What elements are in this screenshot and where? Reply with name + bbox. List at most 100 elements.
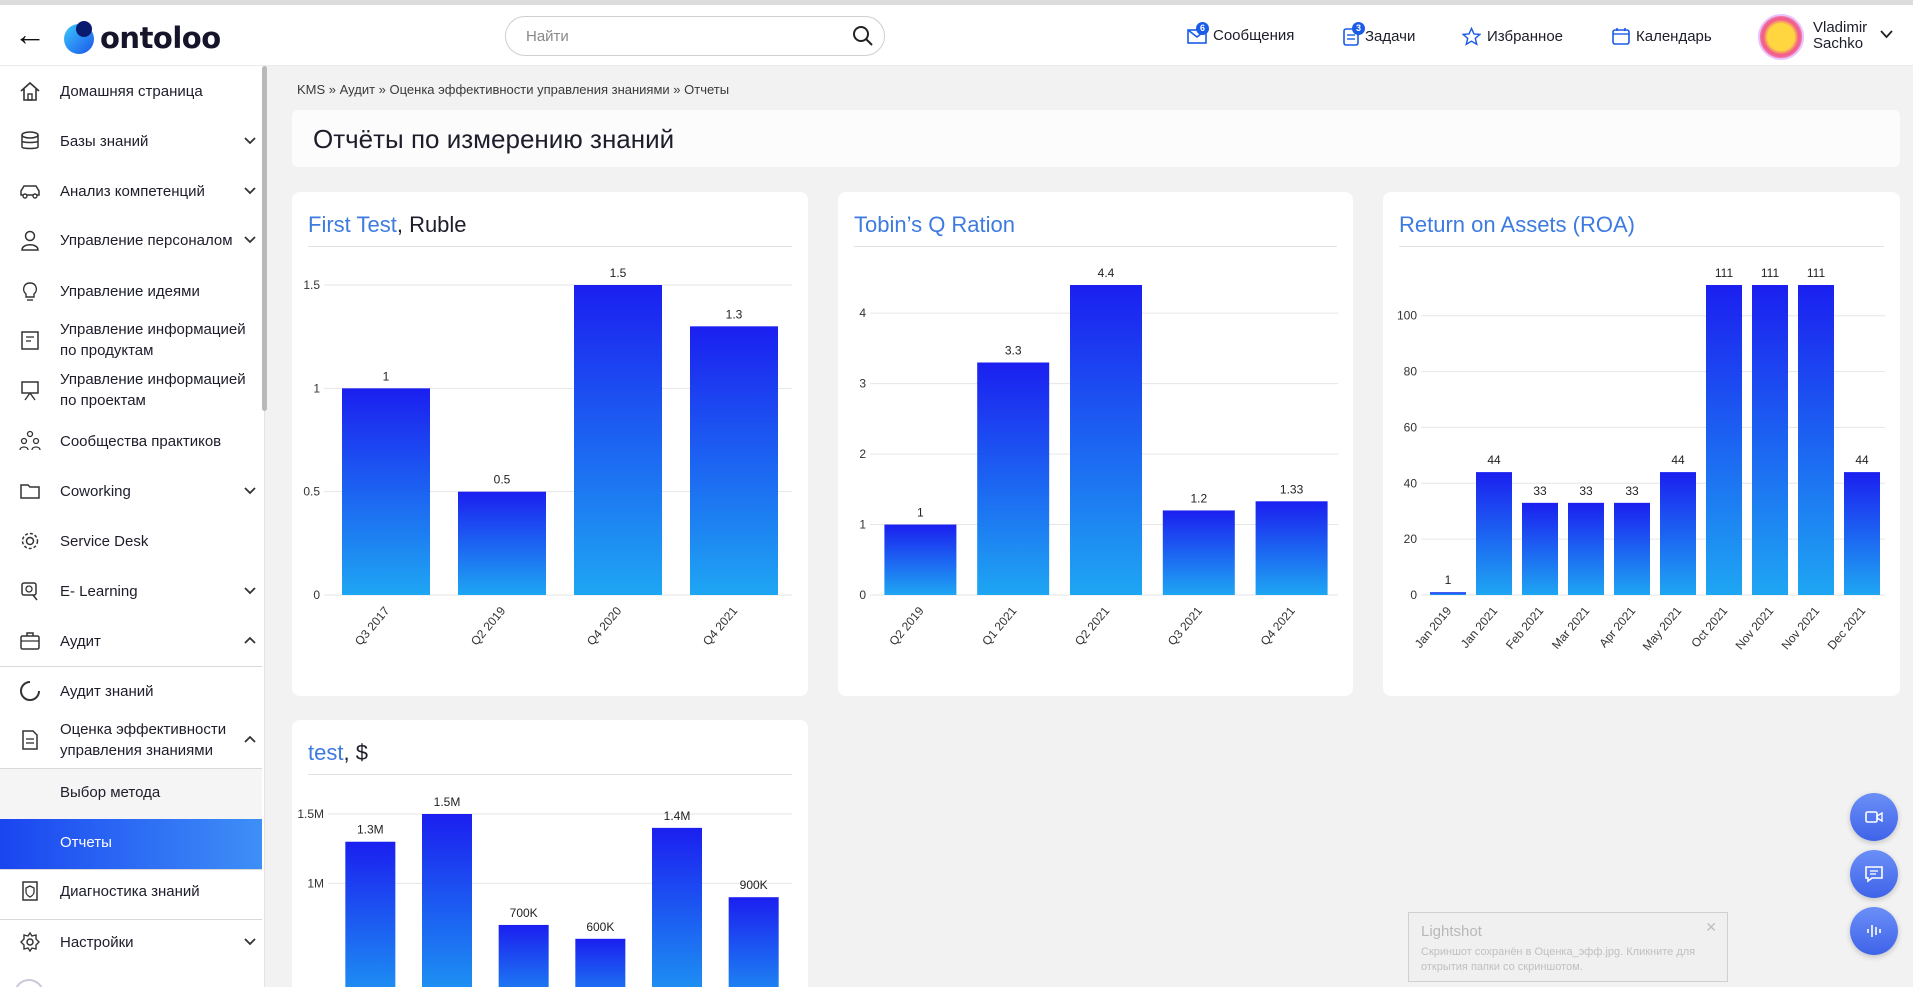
sidebar-item-settings[interactable]: Настройки xyxy=(0,927,262,957)
breadcrumb-item[interactable]: Оценка эффективности управления знаниями xyxy=(389,82,670,97)
bar[interactable] xyxy=(1752,285,1788,595)
voice-button[interactable] xyxy=(1850,907,1898,955)
bar[interactable] xyxy=(1798,285,1834,595)
sidebar-item-knowledge-bases[interactable]: Базы знаний xyxy=(0,126,262,156)
x-tick-label: Q2 2019 xyxy=(886,604,927,649)
bar[interactable] xyxy=(498,924,549,987)
chevron-down-icon[interactable] xyxy=(244,585,256,597)
bar[interactable] xyxy=(728,897,779,987)
bar[interactable] xyxy=(1162,510,1235,595)
search-input[interactable] xyxy=(526,26,836,46)
x-tick-label: Jan 2021 xyxy=(1458,604,1501,651)
bar[interactable] xyxy=(575,938,626,987)
y-tick-label: 0 xyxy=(859,588,866,602)
data-label: 1.3 xyxy=(726,307,743,321)
bar[interactable] xyxy=(1255,501,1328,595)
sidebar-item-competence[interactable]: Анализ компетенций xyxy=(0,176,262,206)
back-arrow-icon[interactable]: ← xyxy=(14,16,46,52)
lightshot-notification[interactable]: Lightshot ✕ Скриншот сохранён в Оценка_э… xyxy=(1408,912,1728,982)
sidebar-item-audit[interactable]: Аудит xyxy=(0,626,262,656)
bar[interactable] xyxy=(1476,472,1512,595)
bar[interactable] xyxy=(1706,285,1742,595)
bar[interactable] xyxy=(1568,502,1604,595)
sidebar-item-communities[interactable]: Сообщества практиков xyxy=(0,426,262,456)
chevron-up-icon[interactable] xyxy=(244,734,256,746)
chevron-up-icon[interactable] xyxy=(244,635,256,647)
sidebar-item-knowledge-audit[interactable]: Аудит знаний xyxy=(0,676,262,706)
sidebar-item-label: Оценка эффективности управления знаниями xyxy=(60,721,227,759)
bar[interactable] xyxy=(977,362,1050,596)
chart-title-link[interactable]: Return on Assets (ROA) xyxy=(1399,212,1635,237)
sidebar-item-km-evaluation[interactable]: Оценка эффективности управления знаниями xyxy=(0,718,262,762)
calendar-link[interactable]: Календарь xyxy=(1612,27,1712,45)
favorites-link[interactable]: Избранное xyxy=(1462,27,1563,46)
x-tick-label: Q3 2017 xyxy=(352,604,393,649)
breadcrumb-item[interactable]: Отчеты xyxy=(684,82,730,97)
sidebar-item-service-desk[interactable]: Service Desk xyxy=(0,526,262,556)
close-icon[interactable]: ✕ xyxy=(1705,919,1717,935)
chart-title-link[interactable]: First Test xyxy=(308,212,397,237)
bar[interactable] xyxy=(1430,592,1466,595)
tasks-link[interactable]: 3 Задачи xyxy=(1343,22,1416,46)
data-label: 1.5 xyxy=(610,266,627,280)
sidebar-scrollbar[interactable] xyxy=(262,66,267,411)
bar[interactable] xyxy=(1844,472,1880,595)
sidebar-item-label: Управление идеями xyxy=(60,282,200,300)
sidebar-subitem-method[interactable]: Выбор метода xyxy=(0,769,262,819)
y-tick-label: 1.5 xyxy=(303,278,320,292)
bar[interactable] xyxy=(342,388,430,595)
breadcrumb-item[interactable]: Аудит xyxy=(339,82,376,97)
chevron-down-icon[interactable] xyxy=(244,185,256,197)
bar[interactable] xyxy=(345,841,396,987)
logo-text[interactable]: ontoloo xyxy=(100,21,221,55)
avatar[interactable] xyxy=(1758,14,1804,60)
person-icon xyxy=(21,230,39,251)
bar[interactable] xyxy=(652,827,702,987)
star-icon xyxy=(1462,27,1481,46)
search-icon[interactable] xyxy=(852,25,874,47)
logo-icon[interactable] xyxy=(62,17,96,57)
sidebar-subitem-label: Выбор метода xyxy=(60,784,161,801)
bar[interactable] xyxy=(1614,502,1650,595)
sidebar-item-home[interactable]: Домашняя страница xyxy=(0,76,262,106)
bar[interactable] xyxy=(422,814,472,987)
bar[interactable] xyxy=(1522,502,1558,595)
breadcrumb-item[interactable]: KMS xyxy=(297,82,326,97)
user-name[interactable]: Vladimir Sachko xyxy=(1813,20,1867,52)
chat-button[interactable] xyxy=(1850,850,1898,898)
bar-chart: 0 0.5 1 1.5 1 Q3 2017 0.5 Q2 2019 1.5 Q4 2020 1.3 Q… xyxy=(303,266,792,649)
tasks-label: Задачи xyxy=(1365,28,1416,45)
chart-title-link[interactable]: Tobin’s Q Ration xyxy=(854,212,1016,237)
chat-icon xyxy=(1865,866,1883,883)
sidebar-item-coworking[interactable]: Coworking xyxy=(0,476,262,506)
sidebar-item-products[interactable]: Управление информацией по продуктам xyxy=(0,318,262,362)
chart-title-link[interactable]: test xyxy=(308,740,344,765)
chevron-down-icon[interactable] xyxy=(244,234,256,246)
data-label: 700K xyxy=(510,906,538,920)
bar[interactable] xyxy=(1660,472,1696,595)
database-icon xyxy=(21,131,39,150)
avatar[interactable] xyxy=(14,979,44,987)
chevron-down-icon[interactable] xyxy=(244,135,256,147)
chart-title: Return on Assets (ROA) xyxy=(1399,212,1635,238)
chevron-down-icon[interactable] xyxy=(1880,30,1893,39)
bar[interactable] xyxy=(1070,285,1142,595)
divider xyxy=(0,919,262,920)
chevron-down-icon[interactable] xyxy=(244,485,256,497)
sidebar-subitem-reports[interactable]: Отчеты xyxy=(0,819,262,869)
bar[interactable] xyxy=(884,524,957,595)
sidebar-item-projects[interactable]: Управление информацией по проектам xyxy=(0,368,262,412)
video-call-button[interactable] xyxy=(1850,793,1898,841)
bar-chart: 1M 1.5M 1.3M 1.5M 700K 600K 1.4M 900K xyxy=(297,795,792,987)
bar[interactable] xyxy=(574,285,662,595)
chevron-down-icon[interactable] xyxy=(244,936,256,948)
sidebar-item-diagnostics[interactable]: Диагностика знаний xyxy=(0,876,262,906)
bar[interactable] xyxy=(690,326,778,595)
x-tick-label: Q4 2020 xyxy=(584,604,625,649)
messages-link[interactable]: 6 Сообщения xyxy=(1187,22,1294,44)
sidebar-item-ideas[interactable]: Управление идеями xyxy=(0,276,262,306)
sidebar-item-hr[interactable]: Управление персоналом xyxy=(0,218,262,262)
sidebar-item-elearning[interactable]: E- Learning xyxy=(0,576,262,606)
bar[interactable] xyxy=(458,491,546,595)
sidebar-subitem-label: Отчеты xyxy=(60,834,112,851)
